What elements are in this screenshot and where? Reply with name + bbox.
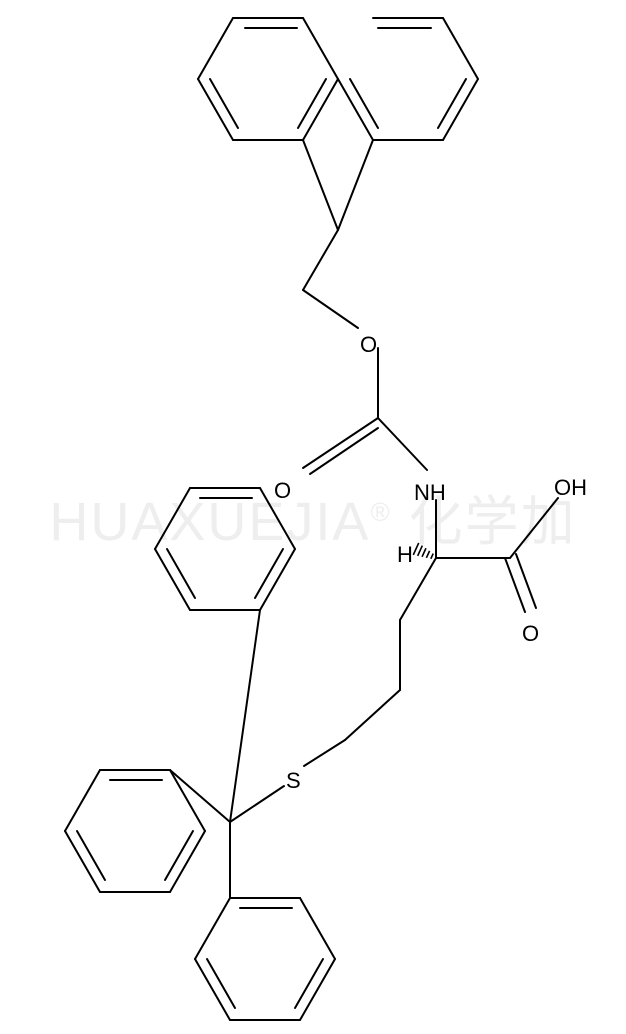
bond <box>516 554 536 608</box>
bond <box>378 418 427 470</box>
bond <box>198 18 233 79</box>
bond <box>505 558 525 612</box>
bond <box>400 558 436 620</box>
hash-bond-tick <box>426 551 429 558</box>
bond <box>170 770 230 822</box>
bond <box>195 898 230 959</box>
bond <box>155 488 190 549</box>
atom-label-H: H <box>397 544 413 566</box>
atom-label-OH: OH <box>554 477 587 499</box>
bond <box>303 140 338 230</box>
bond <box>310 428 378 474</box>
bond <box>443 18 478 79</box>
bond <box>304 740 345 766</box>
hash-bond-tick <box>431 554 433 559</box>
bond <box>438 79 466 128</box>
bond <box>170 770 205 831</box>
atom-label-O1: O <box>360 334 377 356</box>
bond <box>255 549 283 598</box>
bond <box>230 786 284 822</box>
bond <box>350 79 378 128</box>
bond <box>207 959 235 1008</box>
atom-label-O3: O <box>522 623 539 645</box>
molecule-svg <box>0 0 626 1034</box>
atom-label-NH: NH <box>414 482 446 504</box>
bond <box>303 290 358 328</box>
bond <box>77 831 105 880</box>
bond <box>210 79 238 128</box>
bond <box>345 690 400 740</box>
bond <box>303 18 338 79</box>
bond <box>65 770 100 831</box>
atom-label-O2: O <box>274 480 291 502</box>
bond <box>303 418 378 468</box>
bond <box>300 898 335 959</box>
bond <box>338 140 373 230</box>
atom-label-S: S <box>286 770 301 792</box>
bond <box>298 79 326 128</box>
bond <box>165 831 193 880</box>
bond <box>303 230 338 290</box>
hash-bond-tick <box>422 548 426 557</box>
bond <box>295 959 323 1008</box>
hash-bond-tick <box>418 546 423 556</box>
bond <box>230 610 260 822</box>
hash-bond-tick <box>413 543 418 555</box>
bond <box>510 498 558 558</box>
bond <box>167 549 195 598</box>
